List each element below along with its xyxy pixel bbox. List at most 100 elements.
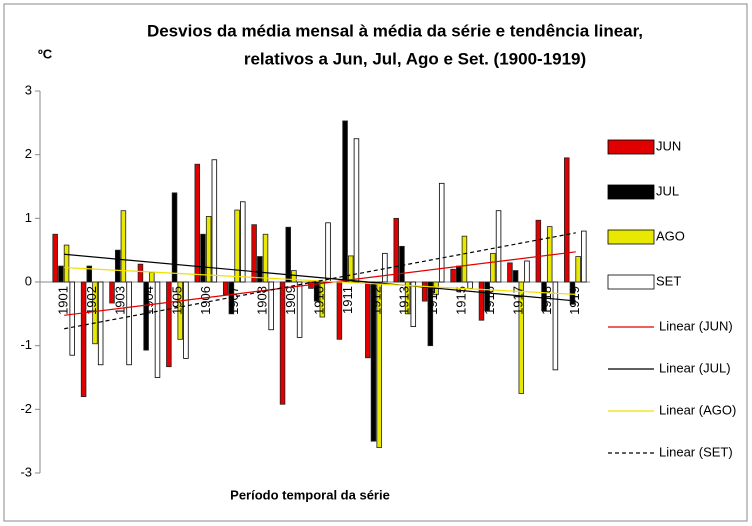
bar (120, 210, 127, 283)
legend-label: AGO (656, 228, 685, 243)
bar (97, 281, 104, 366)
legend-label: Linear (JUL) (659, 360, 731, 375)
bar (456, 265, 462, 283)
bar (200, 233, 206, 283)
bar (319, 281, 326, 318)
bar (581, 230, 587, 283)
x-tick-label: 1913 (397, 286, 412, 315)
x-tick-label: 1904 (141, 286, 156, 315)
bar (52, 233, 58, 283)
bar (552, 281, 559, 371)
bar (348, 255, 354, 283)
x-tick-label: 1910 (311, 286, 326, 315)
bar (541, 281, 547, 312)
bar (490, 252, 496, 283)
bar (109, 281, 115, 304)
bar (382, 252, 388, 283)
bar (291, 270, 297, 283)
legend-swatch (607, 274, 655, 290)
x-tick-label: 1918 (539, 286, 554, 315)
bar (410, 281, 417, 327)
bar (240, 201, 246, 283)
bar (325, 222, 331, 283)
x-tick-label: 1905 (169, 286, 184, 315)
bar (376, 281, 382, 448)
bar (512, 270, 519, 283)
bar (171, 192, 178, 283)
bar (569, 281, 576, 305)
bar (183, 281, 189, 359)
y-tick-label: 0 (25, 273, 32, 288)
bar (166, 281, 172, 368)
bar (575, 256, 581, 283)
x-axis-label: Período temporal da série (230, 487, 390, 502)
bar (251, 224, 257, 283)
chart-title: relativos a Jun, Jul, Ago e Set. (1900-1… (244, 49, 586, 68)
x-tick-label: 1912 (368, 286, 383, 315)
bar (205, 216, 212, 283)
bar (126, 281, 132, 366)
bar (58, 265, 64, 283)
legend-label: SET (656, 273, 681, 288)
bar (69, 281, 75, 356)
bar (404, 281, 411, 315)
bar (427, 281, 434, 347)
x-tick-label: 1902 (84, 286, 99, 315)
bar (262, 233, 269, 283)
bar (149, 272, 155, 283)
bar (211, 159, 218, 283)
bar (399, 245, 405, 283)
bar (342, 120, 348, 283)
y-tick-label: 2 (25, 146, 32, 161)
bar (234, 209, 240, 283)
bar (478, 281, 485, 321)
legend-label: Linear (AGO) (659, 402, 736, 417)
legend-label: JUN (656, 138, 681, 153)
legend-label: JUL (656, 183, 679, 198)
x-tick-label: 1908 (255, 286, 270, 315)
bar (524, 260, 530, 283)
y-tick-label: -1 (20, 337, 32, 352)
bar (461, 235, 468, 283)
bar (495, 210, 502, 283)
x-tick-label: 1911 (340, 286, 355, 314)
bar (393, 217, 399, 283)
bar (114, 249, 121, 283)
bar (450, 268, 456, 283)
bar (535, 219, 542, 283)
x-tick-label: 1906 (198, 286, 213, 315)
bar (86, 265, 93, 283)
legend-swatch (607, 229, 655, 245)
bar (63, 244, 70, 283)
legend-swatch (607, 184, 655, 200)
bar (80, 281, 87, 397)
y-axis-label: ºC (38, 46, 53, 61)
y-tick-label: 3 (25, 82, 32, 97)
bar (279, 281, 286, 405)
bar (507, 262, 513, 283)
legend-label: Linear (SET) (659, 444, 733, 459)
bar (421, 281, 428, 302)
bar (177, 281, 183, 340)
bar (143, 281, 149, 351)
x-tick-label: 1907 (226, 286, 241, 315)
bar (137, 263, 144, 283)
trend-line (64, 251, 576, 316)
chart-title: Desvios da média mensal à média da série… (147, 21, 643, 40)
trend-line (64, 253, 576, 302)
y-tick-label: -2 (20, 401, 32, 416)
bar (194, 163, 201, 283)
bar (154, 281, 161, 378)
bar (257, 256, 263, 283)
bar (518, 281, 525, 394)
bar (564, 157, 570, 283)
bar (353, 138, 360, 283)
bar (313, 281, 320, 302)
legend-label: Linear (JUN) (659, 318, 733, 333)
bar (92, 281, 98, 345)
bar (296, 281, 303, 338)
bar (268, 281, 274, 331)
bar (484, 281, 490, 312)
trend-line (64, 232, 576, 330)
